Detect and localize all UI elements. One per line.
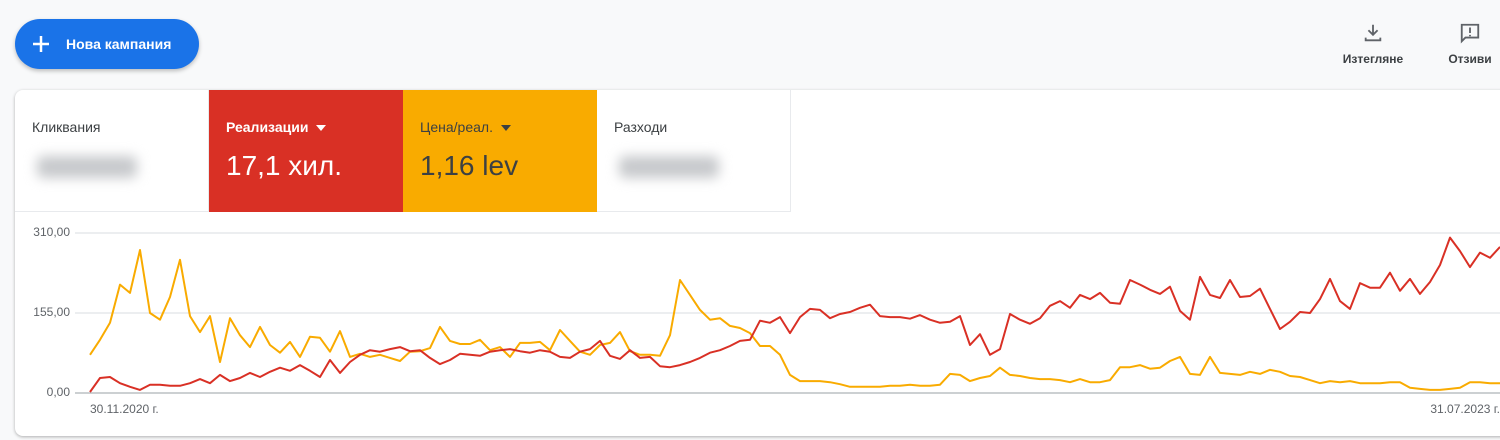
new-campaign-button[interactable]: Нова кампания xyxy=(15,19,199,69)
hidden-value xyxy=(37,156,137,178)
y-tick-label: 0,00 xyxy=(47,385,71,399)
plus-icon xyxy=(33,36,49,52)
metric-name: Цена/реал. xyxy=(420,119,493,135)
y-tick-label: 310,00 xyxy=(33,225,70,239)
download-button[interactable]: Изтегляне xyxy=(1333,22,1413,66)
series-line xyxy=(89,249,1500,391)
metric-tile[interactable]: Кликвания xyxy=(15,90,209,212)
metric-value: 1,16 lev xyxy=(420,150,519,181)
metric-tile[interactable]: Реализации 17,1 хил. xyxy=(209,90,403,212)
hidden-value xyxy=(619,156,719,178)
metric-tile[interactable]: Разходи xyxy=(597,90,791,212)
metric-label: Кликвания xyxy=(32,119,101,135)
metric-value: 17,1 хил. xyxy=(226,150,343,181)
y-tick-label: 155,00 xyxy=(33,305,70,319)
dropdown-caret xyxy=(316,125,327,132)
button-label: Нова кампания xyxy=(66,36,172,52)
metric-tile[interactable]: Цена/реал. 1,16 lev xyxy=(403,90,597,212)
x-tick-label: 30.11.2020 г. xyxy=(90,402,159,416)
metric-label: Реализации xyxy=(226,119,327,135)
dropdown-caret xyxy=(500,125,511,132)
series-line xyxy=(89,236,1500,393)
metric-label: Разходи xyxy=(614,119,668,135)
download-icon xyxy=(1364,24,1382,42)
metric-name: Реализации xyxy=(226,119,309,135)
x-tick-label: 31.07.2023 г. xyxy=(1430,402,1500,416)
metric-label: Цена/реал. xyxy=(420,119,511,135)
overview-card: Кликвания Реализации 17,1 хил. Цена/реал… xyxy=(15,90,1500,436)
feedback-button[interactable]: Отзиви xyxy=(1430,22,1500,66)
feedback-label: Отзиви xyxy=(1448,52,1492,66)
download-label: Изтегляне xyxy=(1342,52,1404,66)
feedback-icon xyxy=(1460,23,1480,44)
